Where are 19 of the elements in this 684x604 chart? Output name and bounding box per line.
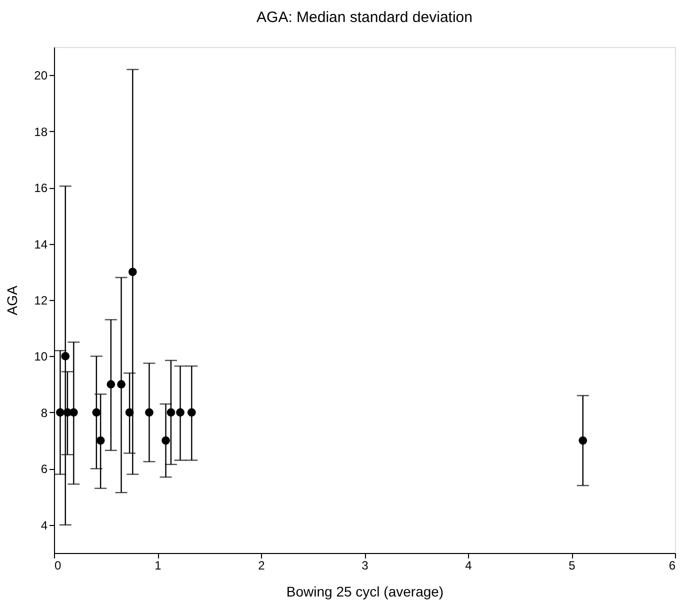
- x-tick-label: 5: [568, 558, 576, 572]
- x-tick-label: 1: [154, 558, 162, 572]
- y-axis-title: AGA: [4, 285, 20, 316]
- y-tick-label: 12: [34, 294, 48, 308]
- y-tick-label: 10: [34, 350, 48, 364]
- y-tick-label: 8: [40, 406, 48, 420]
- chart-title: AGA: Median standard deviation: [256, 9, 472, 26]
- x-axis-title: Bowing 25 cycl (average): [286, 584, 444, 600]
- x-tick-label: 4: [465, 558, 472, 572]
- x-tick-label: 0: [54, 558, 62, 572]
- x-tick-label: 2: [258, 558, 266, 572]
- x-tick-label: 6: [668, 558, 676, 572]
- y-tick-label: 4: [40, 518, 48, 532]
- x-tick-label: 3: [362, 558, 369, 572]
- y-tick-label: 14: [34, 237, 48, 252]
- y-tick-label: 20: [34, 68, 48, 83]
- y-tick-label: 16: [34, 181, 48, 196]
- y-tick-label: 6: [40, 462, 48, 476]
- y-tick-label: 18: [34, 124, 48, 139]
